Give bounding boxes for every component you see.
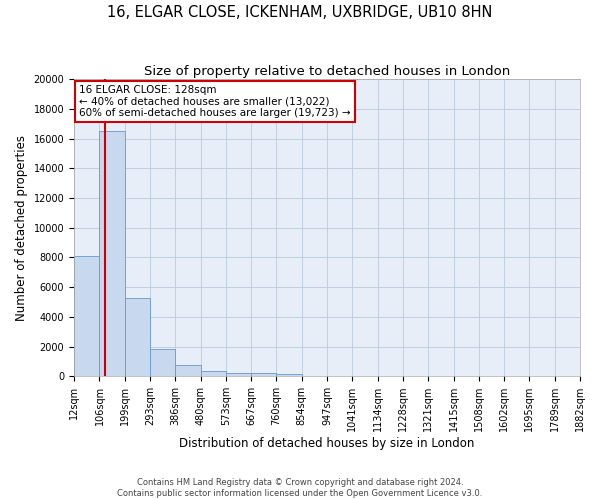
Bar: [175, 365, 200, 376]
Text: 16, ELGAR CLOSE, ICKENHAM, UXBRIDGE, UB10 8HN: 16, ELGAR CLOSE, ICKENHAM, UXBRIDGE, UB1…: [107, 5, 493, 20]
Y-axis label: Number of detached properties: Number of detached properties: [15, 134, 28, 320]
Bar: [277, 374, 302, 376]
Bar: [226, 372, 251, 376]
Bar: [125, 298, 150, 376]
Bar: [251, 374, 277, 376]
Bar: [150, 348, 175, 376]
X-axis label: Distribution of detached houses by size in London: Distribution of detached houses by size …: [179, 437, 475, 450]
Text: 16 ELGAR CLOSE: 128sqm
← 40% of detached houses are smaller (13,022)
60% of semi: 16 ELGAR CLOSE: 128sqm ← 40% of detached…: [79, 85, 351, 118]
Title: Size of property relative to detached houses in London: Size of property relative to detached ho…: [144, 65, 510, 78]
Bar: [74, 256, 100, 376]
Bar: [100, 131, 125, 376]
Text: Contains HM Land Registry data © Crown copyright and database right 2024.
Contai: Contains HM Land Registry data © Crown c…: [118, 478, 482, 498]
Bar: [200, 371, 226, 376]
